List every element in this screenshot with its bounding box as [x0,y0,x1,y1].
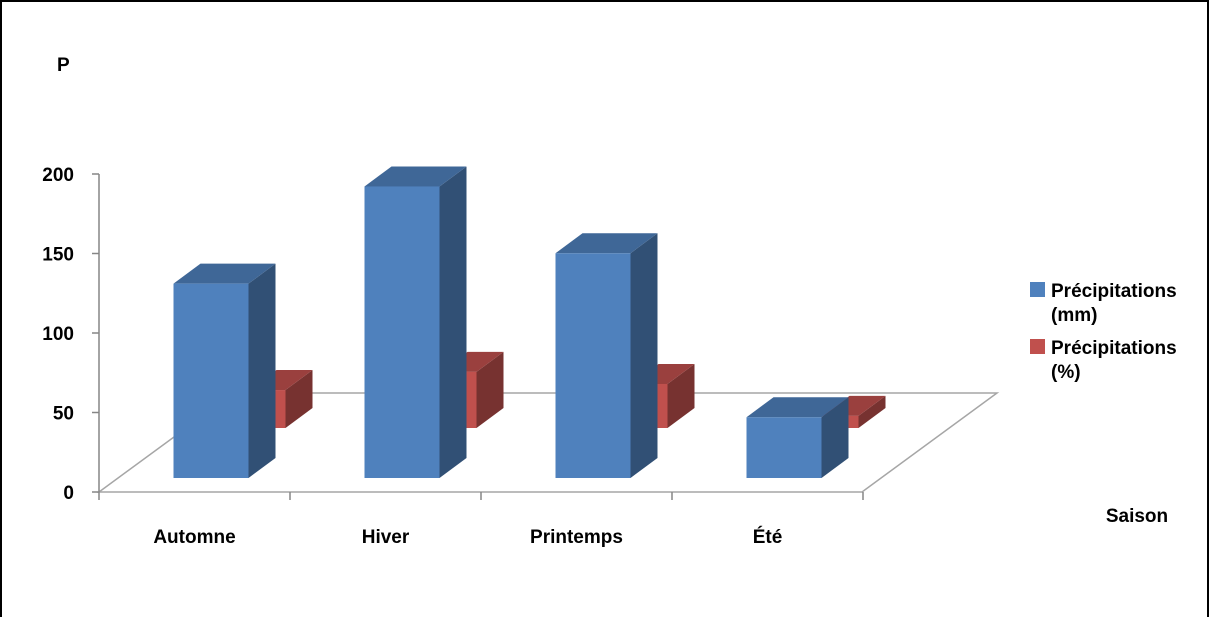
x-tick-label: Automne [153,527,235,548]
axis-labels: 0 50 100 150 200 P Saison Automne Hiver Printemps… [42,55,1168,548]
bar-side [667,363,695,428]
legend-swatch [1030,339,1045,354]
bar-front [173,283,249,478]
bar-mm [364,166,467,479]
legend-item: Précipitations (%) [1030,338,1177,383]
bar-front [364,186,440,479]
bar-mm [173,263,276,478]
bar-top [555,233,658,254]
legend-item: Précipitations (mm) [1030,281,1177,326]
legend-label-line1: Précipitations [1051,281,1177,302]
bars [173,166,886,479]
bar-top [364,166,467,187]
x-tick-label: Hiver [362,527,410,548]
bar-side [821,397,849,478]
bar-mm [555,233,658,478]
bar-side [285,370,313,428]
bar-side [248,263,276,478]
y-tick-label: 0 [63,483,74,504]
x-tick-label: Été [753,526,783,548]
bar-front [746,417,822,478]
y-axis-title: P [57,55,70,76]
x-axis-title: Saison [1106,506,1168,527]
bar-side [476,351,504,428]
y-tick-label: 50 [53,404,74,425]
legend-label-line2: (%) [1051,362,1081,383]
legend-swatch [1030,282,1045,297]
legend: Précipitations (mm) Précipitations (%) [1030,281,1177,383]
x-tick-label: Printemps [530,527,623,548]
bar-side [439,166,467,479]
legend-label-line1: Précipitations [1051,338,1177,359]
legend-label-line2: (mm) [1051,305,1097,326]
bar-side [858,395,886,428]
bar-side [630,233,658,478]
bar-front [555,253,631,478]
bar-mm [746,397,849,478]
bar-top [173,263,276,284]
y-tick-label: 200 [42,165,74,186]
bar-top [746,397,849,418]
axes [92,173,864,500]
y-tick-label: 100 [42,324,74,345]
y-tick-label: 150 [42,245,74,266]
